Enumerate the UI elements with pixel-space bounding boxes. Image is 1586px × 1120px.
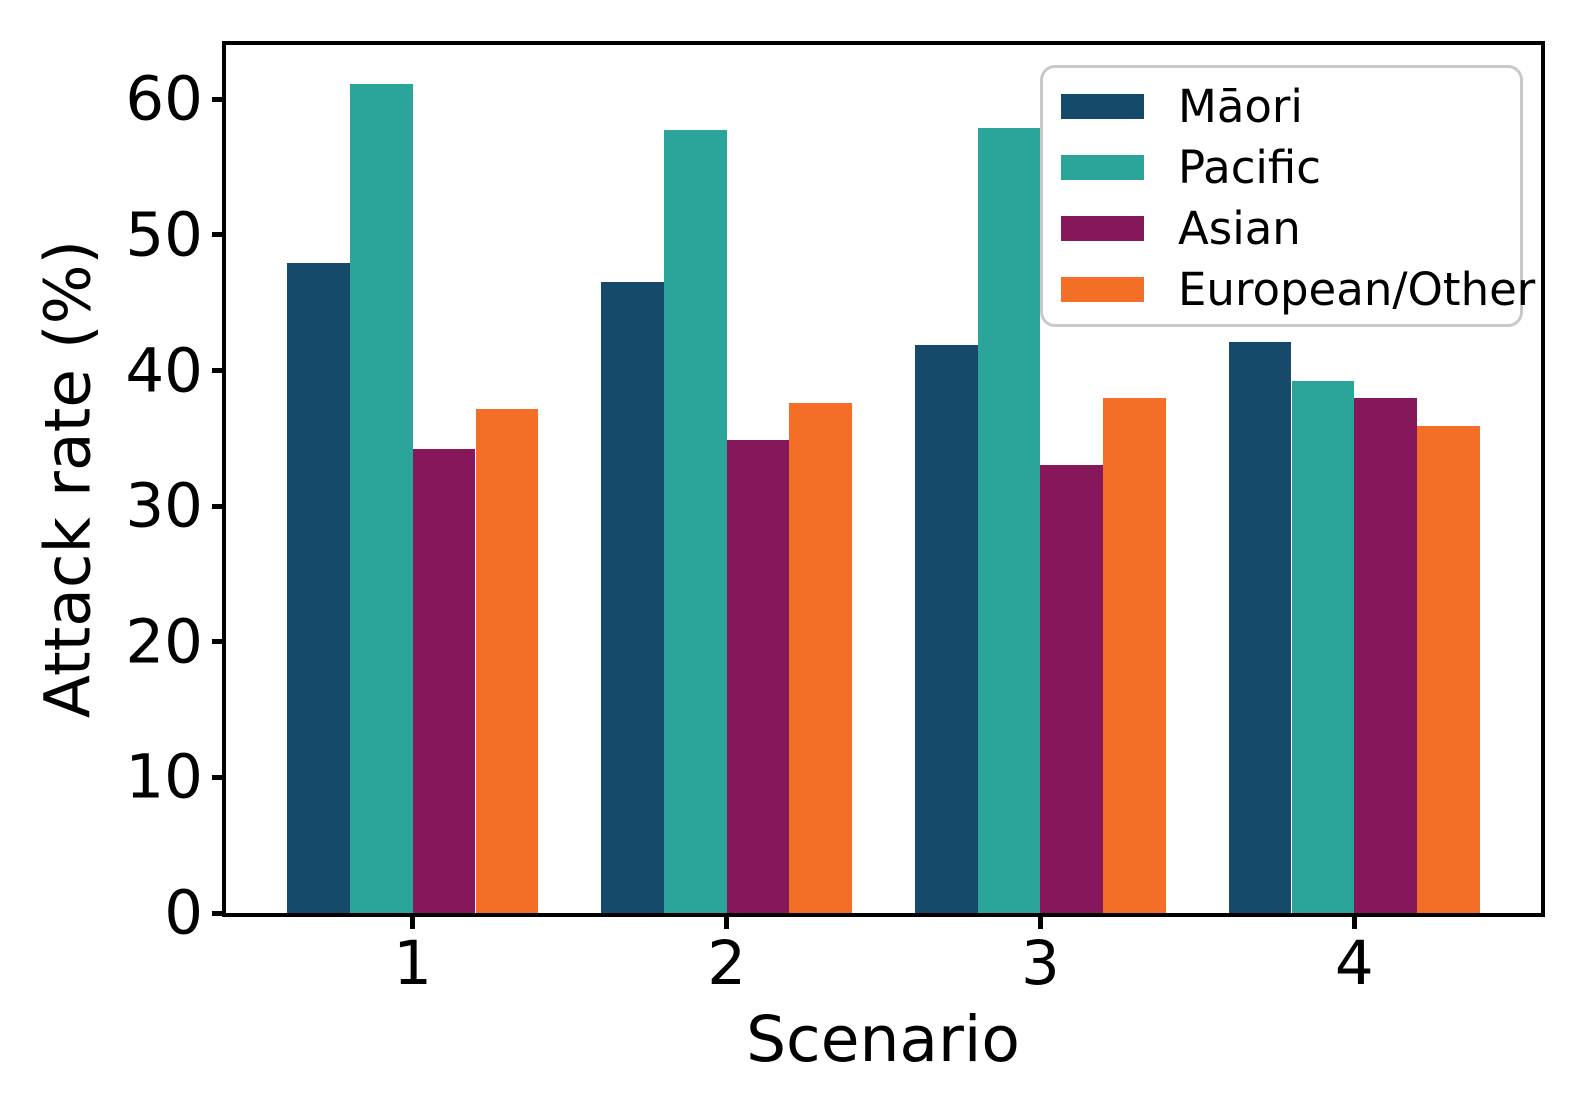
y-tick-mark (212, 503, 226, 509)
legend-entry: Māori (1061, 76, 1520, 137)
legend-entry: Asian (1061, 198, 1520, 259)
bar-european-other-scenario-2 (789, 403, 853, 913)
bar-pacific-scenario-1 (350, 84, 413, 913)
x-tick-label: 2 (707, 928, 746, 999)
legend-swatch (1061, 216, 1144, 241)
bar-m-ori-scenario-2 (601, 282, 664, 913)
x-tick-label: 4 (1334, 928, 1374, 999)
legend-entry: Pacific (1061, 137, 1520, 198)
bar-european-other-scenario-1 (475, 408, 539, 913)
legend-label: Pacific (1178, 141, 1322, 194)
legend-label: Asian (1178, 202, 1301, 255)
bar-m-ori-scenario-1 (287, 263, 350, 913)
legend-entry: European/Other (1061, 259, 1535, 320)
y-tick-label: 40 (125, 335, 203, 406)
bar-pacific-scenario-3 (977, 127, 1041, 913)
y-tick-mark (212, 232, 226, 238)
bar-european-other-scenario-3 (1103, 397, 1166, 913)
y-tick-label: 20 (125, 606, 203, 678)
y-tick-label: 10 (125, 741, 203, 813)
y-tick-label: 60 (125, 63, 203, 135)
legend-swatch (1061, 94, 1144, 119)
bar-asian-scenario-4 (1354, 397, 1418, 913)
plot-area (226, 45, 1541, 913)
bar-asian-scenario-2 (726, 439, 790, 913)
x-tick-label: 3 (1020, 928, 1060, 999)
x-tick-mark (1351, 915, 1357, 929)
bar-asian-scenario-1 (412, 449, 476, 913)
x-tick-mark (410, 915, 416, 929)
bar-m-ori-scenario-3 (914, 344, 978, 913)
y-tick-mark (212, 96, 226, 102)
x-axis-label: Scenario (746, 1003, 1020, 1076)
legend-swatch (1061, 155, 1144, 180)
y-tick-mark (212, 910, 226, 916)
legend-label: Māori (1178, 80, 1303, 133)
y-tick-label: 0 (164, 877, 203, 949)
bar-pacific-scenario-2 (663, 130, 727, 913)
x-tick-mark (1037, 915, 1043, 929)
y-axis-label: Attack rate (%) (31, 239, 105, 719)
y-tick-label: 50 (125, 199, 203, 271)
legend: Māori Pacific Asian European/Other (1040, 65, 1535, 327)
x-tick-mark (724, 915, 730, 929)
y-tick-mark (212, 368, 226, 373)
bar-european-other-scenario-4 (1417, 426, 1480, 913)
legend-label: European/Other (1178, 263, 1536, 316)
x-tick-label: 1 (393, 928, 433, 999)
bar-m-ori-scenario-4 (1228, 342, 1292, 913)
bar-asian-scenario-3 (1040, 465, 1104, 913)
y-tick-mark (212, 774, 226, 780)
y-tick-mark (212, 639, 226, 645)
y-tick-label: 30 (125, 470, 203, 542)
legend-swatch (1061, 277, 1144, 302)
bar-pacific-scenario-4 (1291, 381, 1355, 913)
